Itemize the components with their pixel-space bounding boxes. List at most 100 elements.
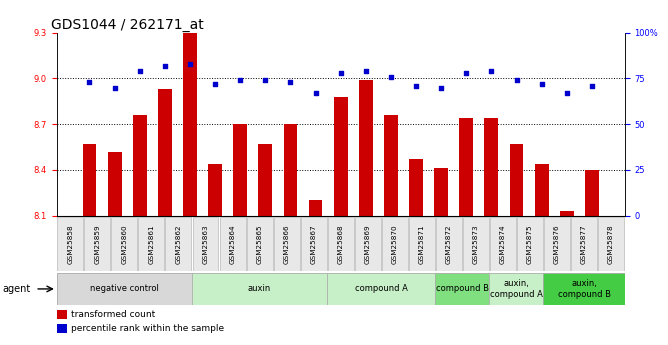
Point [260,78,271,83]
Bar [436,217,462,271]
Bar [382,217,407,271]
Point [587,83,597,89]
Bar [192,217,218,271]
Bar [384,115,398,216]
Text: GSM25864: GSM25864 [230,224,236,264]
Text: GSM25877: GSM25877 [581,224,587,264]
Point [511,78,522,83]
Bar [158,89,172,216]
Text: GSM25875: GSM25875 [527,224,533,264]
Point [411,83,422,89]
Point [361,68,371,74]
Point [310,90,321,96]
Point [461,70,472,76]
Text: compound A: compound A [355,284,407,294]
Point [385,74,396,79]
Text: GSM25874: GSM25874 [500,224,506,264]
Bar [571,217,597,271]
Text: transformed count: transformed count [71,310,155,319]
Text: percentile rank within the sample: percentile rank within the sample [71,324,224,333]
Bar [544,273,625,305]
Bar [283,124,297,216]
Text: GSM25869: GSM25869 [365,224,371,264]
Bar [259,144,273,216]
Text: auxin,
compound A: auxin, compound A [490,279,543,299]
Text: GSM25862: GSM25862 [176,224,182,264]
Bar [166,217,192,271]
Text: GSM25865: GSM25865 [257,224,263,264]
Bar [183,0,197,216]
Text: GSM25868: GSM25868 [338,224,343,264]
Text: auxin: auxin [248,284,271,294]
Text: GSM25870: GSM25870 [391,224,397,264]
Bar [334,97,347,216]
Bar [328,217,353,271]
Bar [463,217,489,271]
Bar [409,217,435,271]
Bar [460,118,473,216]
Bar [409,159,423,216]
Text: negative control: negative control [90,284,159,294]
Bar [246,217,273,271]
Bar [490,217,516,271]
Bar [57,324,67,333]
Bar [233,124,247,216]
Bar [484,118,498,216]
Text: GSM25878: GSM25878 [608,224,614,264]
Text: GSM25866: GSM25866 [284,224,290,264]
Point [335,70,346,76]
Bar [327,273,436,305]
Bar [598,217,624,271]
Point [160,63,170,68]
Bar [301,217,327,271]
Bar [57,273,192,305]
Bar [534,164,548,216]
Text: GSM25858: GSM25858 [67,224,73,264]
Bar [274,217,299,271]
Text: GDS1044 / 262171_at: GDS1044 / 262171_at [51,18,204,32]
Bar [355,217,381,271]
Bar [112,217,138,271]
Bar [220,217,246,271]
Bar [57,310,67,319]
Point [561,90,572,96]
Point [84,79,95,85]
Bar [434,168,448,216]
Text: auxin,
compound B: auxin, compound B [558,279,611,299]
Point [235,78,246,83]
Point [436,85,446,90]
Bar [84,217,110,271]
Text: GSM25859: GSM25859 [94,224,100,264]
Bar [192,273,327,305]
Bar [544,217,570,271]
Text: compound B: compound B [436,284,489,294]
Text: GSM25861: GSM25861 [148,224,154,264]
Bar [517,217,543,271]
Point [110,85,120,90]
Point [184,61,195,67]
Bar [510,144,524,216]
Bar [490,273,544,305]
Text: GSM25867: GSM25867 [311,224,317,264]
Text: GSM25863: GSM25863 [202,224,208,264]
Bar [359,80,373,216]
Text: agent: agent [2,284,30,294]
Bar [208,164,222,216]
Bar [138,217,164,271]
Point [536,81,547,87]
Bar [560,211,574,216]
Point [285,79,296,85]
Bar [309,200,323,216]
Bar [108,152,122,216]
Point [486,68,497,74]
Point [210,81,220,87]
Point [134,68,145,74]
Text: GSM25873: GSM25873 [473,224,479,264]
Text: GSM25872: GSM25872 [446,224,452,264]
Bar [57,217,84,271]
Bar [133,115,147,216]
Text: GSM25860: GSM25860 [122,224,128,264]
Bar [83,144,96,216]
Text: GSM25871: GSM25871 [419,224,425,264]
Bar [585,170,599,216]
